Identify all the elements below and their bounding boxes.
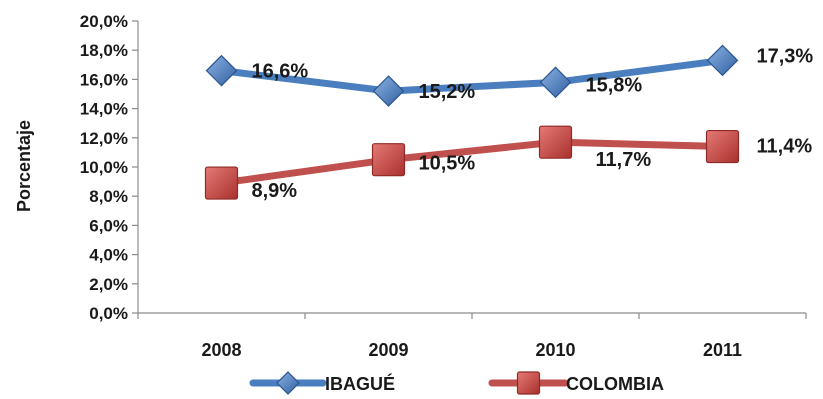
y-tick-label: 8,0%: [89, 187, 128, 206]
legend-item-ibagu-: IBAGUÉ: [249, 371, 395, 395]
legend-item-colombia: COLOMBIA: [488, 371, 664, 395]
legend-label: IBAGUÉ: [325, 373, 395, 394]
series-line: [218, 56, 726, 95]
legend-marker-square: [516, 371, 541, 395]
y-tick-label: 10,0%: [80, 158, 128, 177]
y-axis-label-group: Porcentaje: [14, 120, 34, 212]
data-label: 8,9%: [252, 180, 298, 202]
data-point-square: [204, 166, 239, 200]
data-label: 16,6%: [252, 61, 309, 83]
x-tick-label: 2011: [703, 340, 742, 360]
series-colombia: 8,9% 10,5% 11,7% 11,4%: [204, 125, 813, 202]
data-point-diamond: [205, 54, 238, 87]
y-ticks: 0,0% 2,0% 4,0% 6,0% 8,0% 10,0% 12,0% 14,0% 16,0%…: [80, 12, 138, 323]
data-point-diamond: [539, 66, 572, 99]
y-tick-label: 0,0%: [89, 304, 128, 323]
y-tick-label: 4,0%: [89, 246, 128, 265]
y-tick-label: 16,0%: [80, 70, 128, 89]
y-tick-label: 18,0%: [80, 41, 128, 60]
data-label: 17,3%: [757, 45, 814, 67]
data-point-square: [705, 129, 740, 164]
y-tick-label: 2,0%: [89, 275, 128, 294]
data-point-square: [538, 125, 573, 159]
x-tick-label: 2009: [368, 340, 408, 360]
y-tick-label: 6,0%: [89, 216, 128, 235]
data-label: 15,8%: [586, 74, 643, 96]
y-tick-label: 12,0%: [80, 129, 128, 148]
data-label: 11,4%: [757, 136, 813, 158]
x-tick-label: 2008: [201, 340, 241, 360]
legend-marker-diamond: [276, 371, 300, 395]
series-ibagu-: 16,6% 15,2% 15,8% 17,3%: [205, 44, 814, 107]
data-label: 10,5%: [419, 153, 476, 175]
series-layer: 16,6% 15,2% 15,8% 17,3% 8,9% 10,5% 11,7% 11,4%: [204, 44, 814, 202]
y-axis-label: Porcentaje: [14, 120, 34, 212]
data-point-diamond: [372, 75, 405, 107]
data-label: 15,2%: [419, 81, 476, 103]
legend-label: COLOMBIA: [566, 374, 664, 394]
data-point-diamond: [706, 44, 739, 77]
series-line: [218, 138, 726, 187]
data-label: 11,7%: [596, 149, 652, 171]
y-tick-label: 20,0%: [80, 12, 128, 31]
y-tick-label: 14,0%: [80, 100, 128, 119]
data-point-square: [371, 143, 406, 177]
x-ticks: 2008 2009 2010 2011: [137, 313, 807, 360]
legend: IBAGUÉ COLOMBIA: [249, 371, 664, 395]
x-tick-label: 2010: [535, 340, 575, 360]
